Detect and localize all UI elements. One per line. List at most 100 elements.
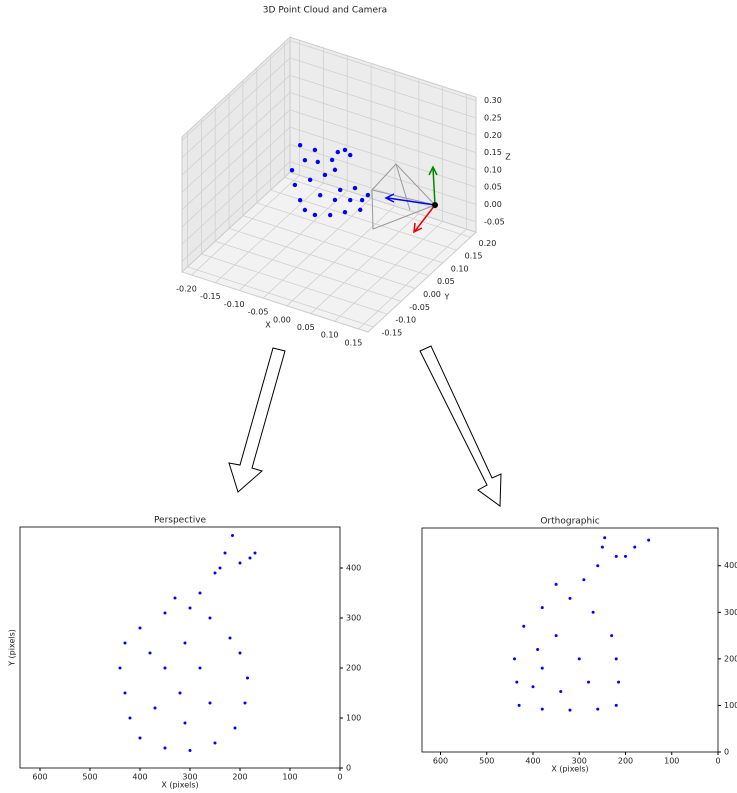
x-tick-label: -0.15 [200, 292, 221, 301]
point [360, 198, 364, 202]
point [366, 193, 370, 197]
point [244, 702, 247, 705]
point [254, 552, 257, 555]
x-tick-label: 500 [82, 773, 97, 782]
y-tick-label: 0.10 [451, 264, 469, 273]
point [348, 153, 352, 157]
point [596, 708, 599, 711]
point [184, 722, 187, 725]
point [541, 667, 544, 670]
x-tick-label: 0 [337, 773, 342, 782]
point [239, 652, 242, 655]
point [231, 534, 234, 537]
point [532, 685, 535, 688]
x-axis-label: X [265, 321, 271, 330]
point [592, 611, 595, 614]
point [617, 681, 620, 684]
point [559, 690, 562, 693]
z-tick-label: 0.15 [484, 148, 502, 157]
point [323, 173, 327, 177]
point [513, 657, 516, 660]
x-tick-label: 100 [664, 757, 679, 766]
point [164, 747, 167, 750]
point [569, 597, 572, 600]
y-tick-label: 400 [724, 561, 737, 570]
z-tick-label: 0.05 [484, 183, 502, 192]
point [348, 198, 352, 202]
point [596, 564, 599, 567]
point [174, 597, 177, 600]
flow-arrow [229, 348, 285, 492]
point [139, 627, 142, 630]
y-tick-label: -0.10 [395, 316, 416, 325]
chart-title: 3D Point Cloud and Camera [263, 6, 387, 16]
y-tick-label: 100 [346, 714, 361, 723]
point [536, 648, 539, 651]
point [209, 617, 212, 620]
point [189, 749, 192, 752]
point [313, 148, 317, 152]
x-tick-label: 200 [618, 757, 633, 766]
x-tick-label: -0.05 [248, 308, 269, 317]
point [541, 708, 544, 711]
point [615, 704, 618, 707]
point [303, 158, 307, 162]
y-tick-label: -0.15 [382, 328, 403, 337]
point [330, 158, 334, 162]
x-tick-label: 600 [433, 757, 448, 766]
point [328, 213, 332, 217]
point [338, 188, 342, 192]
point [219, 567, 222, 570]
point [149, 652, 152, 655]
point [129, 717, 132, 720]
point [615, 657, 618, 660]
x-tick-label: 0 [715, 757, 720, 766]
point [199, 667, 202, 670]
point [343, 148, 347, 152]
camera-center [432, 202, 438, 208]
point [224, 552, 227, 555]
point [569, 709, 572, 712]
point [246, 677, 249, 680]
page: {"chart_data": [ {"type": "scatter3d", "… [0, 0, 737, 793]
y-tick-label: 200 [724, 654, 737, 663]
x-tick-label: 0.15 [345, 338, 363, 347]
point [298, 198, 302, 202]
point [229, 637, 232, 640]
y-tick-label: 300 [346, 614, 361, 623]
point [601, 546, 604, 549]
point [199, 592, 202, 595]
point [343, 210, 347, 214]
point [290, 168, 294, 172]
point [239, 562, 242, 565]
point [119, 667, 122, 670]
point [249, 557, 252, 560]
plot-area [20, 527, 340, 768]
point [333, 168, 337, 172]
z-tick-label: 0.00 [484, 200, 502, 209]
chart-title: Perspective [154, 516, 207, 526]
x-tick-label: 200 [232, 773, 247, 782]
point [518, 704, 521, 707]
point [587, 681, 590, 684]
z-tick-label: 0.30 [484, 96, 502, 105]
point [154, 707, 157, 710]
y-tick-label: 100 [724, 701, 737, 710]
point [318, 193, 322, 197]
point [124, 692, 127, 695]
x-tick-label: -0.20 [176, 285, 197, 294]
point [633, 546, 636, 549]
point [298, 143, 302, 147]
point [139, 737, 142, 740]
point [316, 160, 320, 164]
y-axis-label: Y (pixels) [8, 629, 17, 667]
flow-arrow [420, 346, 501, 506]
point [582, 578, 585, 581]
point [164, 667, 167, 670]
point [214, 742, 217, 745]
point [615, 555, 618, 558]
x-tick-label: 100 [282, 773, 297, 782]
point [313, 213, 317, 217]
y-tick-label: 0.20 [478, 239, 496, 248]
x-tick-label: 500 [479, 757, 494, 766]
